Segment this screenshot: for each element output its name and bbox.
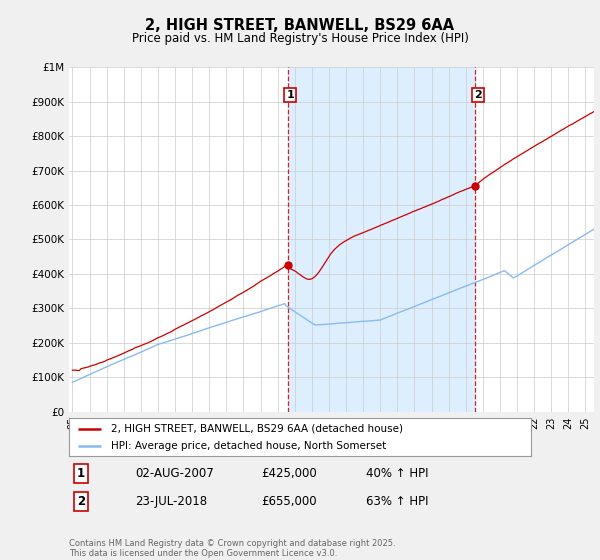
Bar xyxy=(287,67,475,412)
Text: 23-JUL-2018: 23-JUL-2018 xyxy=(135,494,207,508)
Text: 2: 2 xyxy=(474,90,482,100)
Text: Price paid vs. HM Land Registry's House Price Index (HPI): Price paid vs. HM Land Registry's House … xyxy=(131,32,469,45)
Text: 2, HIGH STREET, BANWELL, BS29 6AA: 2, HIGH STREET, BANWELL, BS29 6AA xyxy=(145,18,455,33)
Text: 40% ↑ HPI: 40% ↑ HPI xyxy=(366,466,428,480)
Text: 02-AUG-2007: 02-AUG-2007 xyxy=(135,466,214,480)
Text: Contains HM Land Registry data © Crown copyright and database right 2025.
This d: Contains HM Land Registry data © Crown c… xyxy=(69,539,395,558)
Text: 63% ↑ HPI: 63% ↑ HPI xyxy=(366,494,428,508)
Text: 2, HIGH STREET, BANWELL, BS29 6AA (detached house): 2, HIGH STREET, BANWELL, BS29 6AA (detac… xyxy=(110,423,403,433)
Text: HPI: Average price, detached house, North Somerset: HPI: Average price, detached house, Nort… xyxy=(110,441,386,451)
Text: £655,000: £655,000 xyxy=(261,494,317,508)
Text: 1: 1 xyxy=(77,466,85,480)
Text: 1: 1 xyxy=(286,90,294,100)
Text: 2: 2 xyxy=(77,494,85,508)
Text: £425,000: £425,000 xyxy=(261,466,317,480)
